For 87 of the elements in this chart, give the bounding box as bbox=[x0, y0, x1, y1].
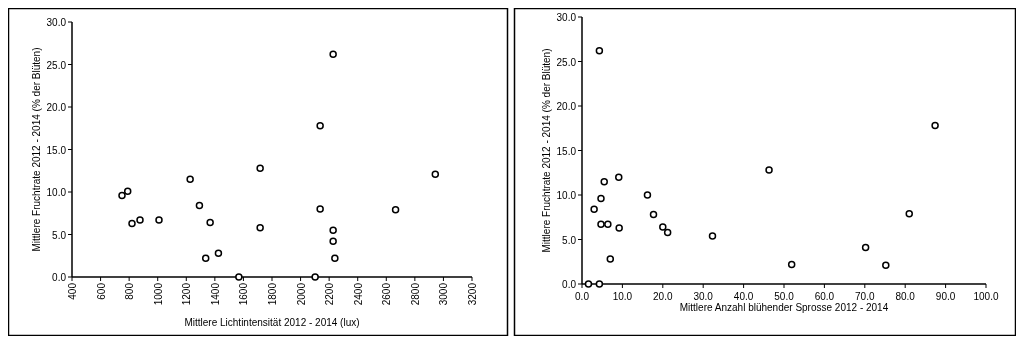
point bbox=[931, 121, 939, 130]
point bbox=[663, 228, 672, 237]
point bbox=[329, 50, 337, 59]
point bbox=[118, 191, 126, 200]
point bbox=[905, 209, 913, 218]
x-tick-label: 1800 bbox=[267, 282, 278, 306]
y-tick-label: 15.0 bbox=[46, 144, 67, 156]
point bbox=[195, 201, 204, 210]
point bbox=[604, 220, 612, 229]
x-tick-label: 1200 bbox=[181, 282, 193, 306]
point bbox=[329, 237, 337, 246]
point bbox=[316, 205, 324, 213]
x-axis-title: Mittlere Anzahl blühender Sprosse 2012 - 2014 bbox=[679, 302, 889, 313]
point bbox=[206, 218, 214, 227]
x-tick-label: 3000 bbox=[438, 282, 450, 306]
y-tick-label: 5.0 bbox=[562, 234, 577, 246]
point bbox=[155, 216, 163, 224]
x-tick-label: 10.0 bbox=[612, 291, 633, 302]
x-tick-label: 20.0 bbox=[653, 291, 673, 302]
point bbox=[708, 232, 717, 240]
point bbox=[765, 166, 773, 174]
point bbox=[329, 226, 337, 234]
y-tick-label: 10.0 bbox=[46, 187, 67, 198]
y-tick-label: 30.0 bbox=[556, 12, 577, 23]
x-tick-label: 2200 bbox=[324, 282, 336, 306]
y-axis-title: Mittlere Fruchtrate 2012 - 2014 (% der Blüten) bbox=[541, 48, 552, 253]
point bbox=[882, 261, 890, 270]
point bbox=[861, 243, 870, 252]
x-tick-label: 400 bbox=[67, 282, 78, 300]
x-tick-label: 1000 bbox=[152, 282, 164, 306]
x-tick-label: 800 bbox=[124, 282, 136, 300]
point bbox=[615, 224, 623, 232]
x-tick-label: 2000 bbox=[295, 282, 307, 306]
point bbox=[316, 121, 324, 130]
y-tick-label: 0.0 bbox=[52, 272, 67, 283]
point bbox=[595, 280, 604, 288]
point bbox=[123, 187, 132, 195]
point bbox=[649, 210, 658, 219]
point bbox=[606, 255, 615, 263]
point bbox=[597, 220, 605, 229]
x-tick-label: 2400 bbox=[352, 282, 364, 306]
point bbox=[595, 47, 604, 55]
point bbox=[659, 223, 667, 231]
x-tick-label: 3200 bbox=[467, 282, 478, 306]
y-tick-label: 20.0 bbox=[46, 102, 67, 113]
point bbox=[597, 194, 605, 203]
point bbox=[391, 206, 400, 214]
x-tick-label: 60.0 bbox=[814, 291, 835, 302]
x-tick-label: 30.0 bbox=[693, 291, 714, 302]
x-tick-label: 1600 bbox=[238, 282, 250, 306]
y-tick-label: 10.0 bbox=[556, 190, 577, 201]
point bbox=[256, 164, 264, 172]
x-tick-label: 2600 bbox=[381, 282, 393, 306]
point bbox=[615, 173, 623, 181]
point bbox=[787, 260, 796, 269]
point bbox=[584, 280, 593, 288]
point bbox=[214, 249, 223, 257]
y-tick-label: 25.0 bbox=[556, 56, 577, 68]
x-tick-label: 90.0 bbox=[935, 291, 956, 302]
point bbox=[600, 177, 608, 186]
x-tick-label: 100.0 bbox=[973, 291, 999, 302]
y-tick-label: 25.0 bbox=[46, 59, 67, 71]
point bbox=[235, 273, 243, 281]
point bbox=[331, 254, 339, 263]
x-tick-label: 70.0 bbox=[855, 291, 875, 302]
y-tick-label: 30.0 bbox=[46, 17, 67, 28]
x-tick-label: 1400 bbox=[209, 282, 221, 306]
point bbox=[590, 205, 598, 213]
point bbox=[128, 219, 136, 228]
point bbox=[431, 170, 440, 178]
y-axis-title: Mittlere Fruchtrate 2012 - 2014 (% der Blüten) bbox=[31, 47, 42, 252]
x-axis-title: Mittlere Lichtintensität 2012 - 2014 (lux) bbox=[184, 317, 360, 328]
point bbox=[311, 273, 319, 281]
point bbox=[256, 223, 264, 232]
x-tick-label: 80.0 bbox=[895, 291, 916, 302]
x-tick-label: 0.0 bbox=[575, 291, 590, 302]
point bbox=[186, 175, 194, 183]
x-tick-label: 2800 bbox=[409, 282, 421, 306]
point bbox=[643, 191, 652, 199]
y-tick-label: 5.0 bbox=[52, 229, 67, 241]
point bbox=[201, 254, 210, 263]
x-tick-label: 40.0 bbox=[733, 291, 754, 302]
point bbox=[136, 216, 144, 224]
x-tick-label: 600 bbox=[95, 282, 107, 300]
x-tick-label: 50.0 bbox=[774, 291, 795, 302]
y-tick-label: 20.0 bbox=[556, 101, 577, 112]
y-tick-label: 15.0 bbox=[556, 145, 577, 157]
